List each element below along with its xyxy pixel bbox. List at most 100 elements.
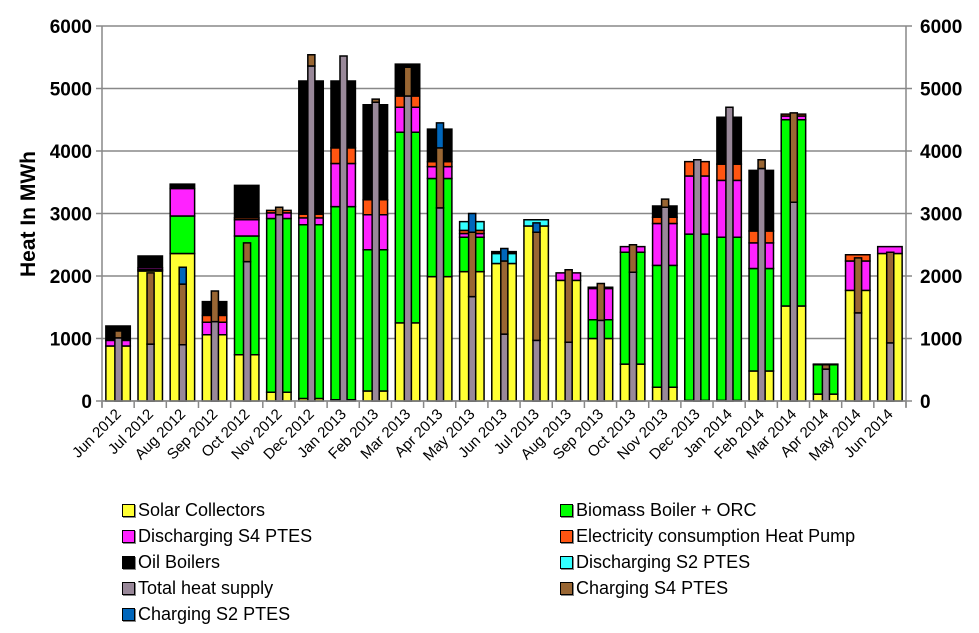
- bar-segment: [233, 219, 260, 237]
- bar-group: [683, 159, 710, 402]
- bar-segment: [435, 147, 445, 209]
- bar-segment: [564, 341, 573, 402]
- bar-segment: [146, 272, 155, 345]
- bar-segment: [628, 244, 638, 273]
- bar-segment: [532, 339, 541, 402]
- bar-segment: [660, 206, 670, 402]
- y-tick-label: 3000: [50, 205, 92, 226]
- bar-segment: [210, 290, 220, 323]
- legend-label: Charging S4 PTES: [576, 578, 729, 598]
- bar-segment: [169, 183, 196, 190]
- bar-group: [105, 325, 132, 402]
- legend-label: Discharging S4 PTES: [138, 526, 313, 546]
- y-tick-label: 4000: [50, 142, 92, 163]
- bar-segment: [137, 255, 164, 269]
- bar-segment: [371, 101, 380, 402]
- bar-segment: [307, 65, 316, 402]
- bar-group: [812, 363, 839, 402]
- bar-segment: [853, 257, 863, 314]
- bar-group: [458, 212, 485, 402]
- bar-segment: [210, 320, 220, 402]
- heat-supply-chart: 0 0 1000 1000 2000 2000 3000 3000 4000 4000 5000 50…: [17, 17, 962, 464]
- bar-segment: [114, 330, 123, 339]
- y2-tick-label: 0: [920, 392, 931, 413]
- y-tick-label: 2000: [50, 267, 92, 288]
- bar-segment: [532, 222, 541, 233]
- bar-group: [651, 198, 678, 402]
- bar-segment: [757, 167, 766, 402]
- bar-segment: [532, 231, 541, 342]
- bar-segment: [146, 343, 155, 402]
- legend-swatch: [122, 582, 135, 595]
- bar-segment: [178, 344, 188, 402]
- y2-tick-label: 5000: [920, 80, 962, 101]
- bar-segment: [274, 206, 284, 216]
- y-tick-label: 6000: [50, 17, 92, 38]
- legend-swatch: [122, 530, 135, 543]
- bar-segment: [178, 283, 188, 346]
- legend-swatch: [122, 608, 135, 621]
- bar-segment: [274, 214, 284, 402]
- legend-item: Electricity consumption Heat Pump: [560, 526, 855, 547]
- bar-group: [394, 63, 421, 402]
- bar-group: [716, 106, 743, 402]
- legend-swatch: [560, 556, 573, 569]
- y-tick-label: 5000: [50, 80, 92, 101]
- bar-segment: [500, 333, 509, 402]
- bar-segment: [242, 242, 252, 263]
- bar-segment: [178, 266, 188, 285]
- legend-label: Discharging S2 PTES: [576, 552, 751, 572]
- legend-item: Discharging S4 PTES: [122, 526, 312, 547]
- bar-group: [298, 54, 325, 402]
- bar-segment: [564, 269, 573, 343]
- bar-segment: [789, 112, 799, 203]
- legend-swatch: [560, 582, 573, 595]
- bar-group: [587, 282, 614, 402]
- bar-segment: [500, 247, 509, 262]
- bar-group: [555, 269, 582, 402]
- legend-label: Solar Collectors: [138, 500, 266, 520]
- bar-segment: [853, 312, 863, 402]
- y-tick-label: 0: [81, 392, 92, 413]
- legend-label: Electricity consumption Heat Pump: [576, 526, 856, 546]
- legend-item: Solar Collectors: [122, 500, 265, 521]
- bar-segment: [403, 66, 413, 97]
- bar-segment: [821, 364, 831, 370]
- bar-segment: [435, 207, 445, 402]
- legend-item: Oil Boilers: [122, 552, 220, 573]
- bar-group: [233, 184, 260, 402]
- bar-group: [876, 245, 903, 402]
- bar-group: [748, 159, 775, 402]
- bar-group: [169, 183, 196, 402]
- bar-group: [201, 290, 228, 402]
- bar-group: [426, 122, 453, 402]
- bar-segment: [596, 319, 606, 402]
- legend-item: Total heat supply: [122, 578, 273, 599]
- bar-segment: [596, 282, 606, 322]
- bar-segment: [435, 122, 445, 149]
- bar-group: [265, 206, 292, 402]
- bar-segment: [789, 201, 799, 402]
- bar-group: [844, 254, 871, 402]
- bar-segment: [660, 198, 670, 208]
- bar-segment: [467, 295, 477, 402]
- bar-segment: [628, 271, 638, 402]
- legend-label: Total heat supply: [138, 578, 274, 598]
- bar-segment: [403, 95, 413, 402]
- legend-swatch: [122, 556, 135, 569]
- bar-segment: [339, 55, 348, 402]
- bar-segment: [114, 337, 123, 402]
- bar-group: [362, 98, 389, 402]
- legend-item: Discharging S2 PTES: [560, 552, 750, 573]
- y2-tick-label: 1000: [920, 330, 962, 351]
- legend-item: Biomass Boiler + ORC: [560, 500, 757, 521]
- bar-segment: [242, 260, 252, 402]
- bar-group: [491, 247, 517, 402]
- legend-label: Oil Boilers: [138, 552, 221, 572]
- bar-group: [780, 112, 807, 402]
- bar-segment: [885, 342, 895, 402]
- bar-segment: [885, 251, 895, 344]
- legend-label: Charging S2 PTES: [138, 604, 291, 624]
- legend-swatch: [560, 530, 573, 543]
- bar-segment: [757, 159, 766, 170]
